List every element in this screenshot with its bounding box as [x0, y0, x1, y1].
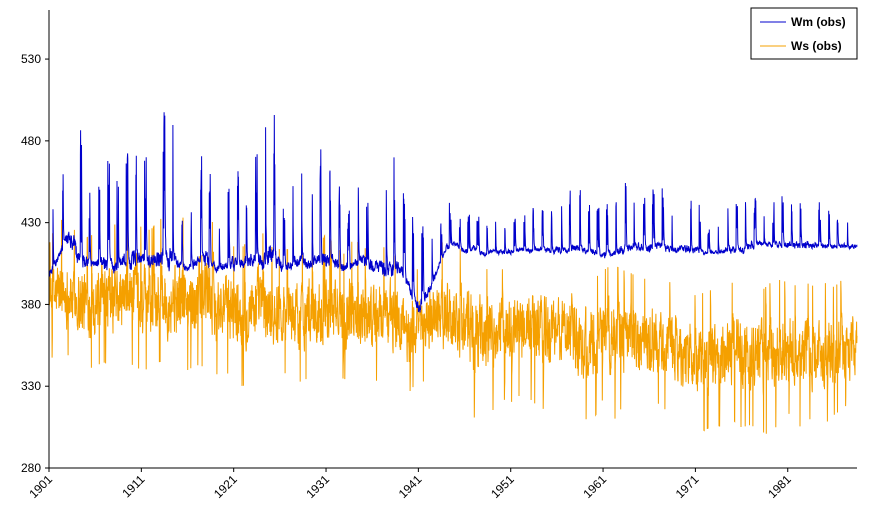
- legend-box: [750, 7, 858, 60]
- legend-label-ws: Ws (obs): [791, 39, 842, 53]
- y-tick-label: 480: [21, 134, 41, 148]
- y-tick-label: 430: [21, 216, 41, 230]
- legend-label-wm: Wm (obs): [791, 15, 846, 29]
- x-tick-label: 1911: [119, 472, 147, 500]
- x-tick-label: 1981: [765, 472, 794, 501]
- y-axis-ticks: 280 330 380 430 480 530: [21, 52, 49, 475]
- x-axis-ticks: 1901 1911 1921 1931 1941 1951 1961 1971 1981: [26, 468, 794, 501]
- series-line-wm: [48, 112, 858, 313]
- y-tick-label: 530: [21, 52, 41, 66]
- series-layer: [48, 112, 858, 434]
- plot-area: [49, 10, 857, 468]
- series-line-ws: [48, 217, 858, 434]
- y-tick-label: 330: [21, 379, 41, 393]
- y-tick-label: 380: [21, 297, 41, 311]
- x-tick-label: 1941: [396, 472, 425, 501]
- y-tick-label: 280: [21, 461, 41, 475]
- x-tick-label: 1951: [488, 472, 517, 501]
- x-tick-label: 1921: [211, 472, 240, 501]
- x-tick-label: 1961: [580, 472, 609, 501]
- x-tick-label: 1931: [303, 472, 332, 501]
- legend: Wm (obs) Ws (obs): [750, 7, 858, 60]
- x-tick-label: 1901: [26, 472, 55, 501]
- x-tick-label: 1971: [673, 472, 702, 501]
